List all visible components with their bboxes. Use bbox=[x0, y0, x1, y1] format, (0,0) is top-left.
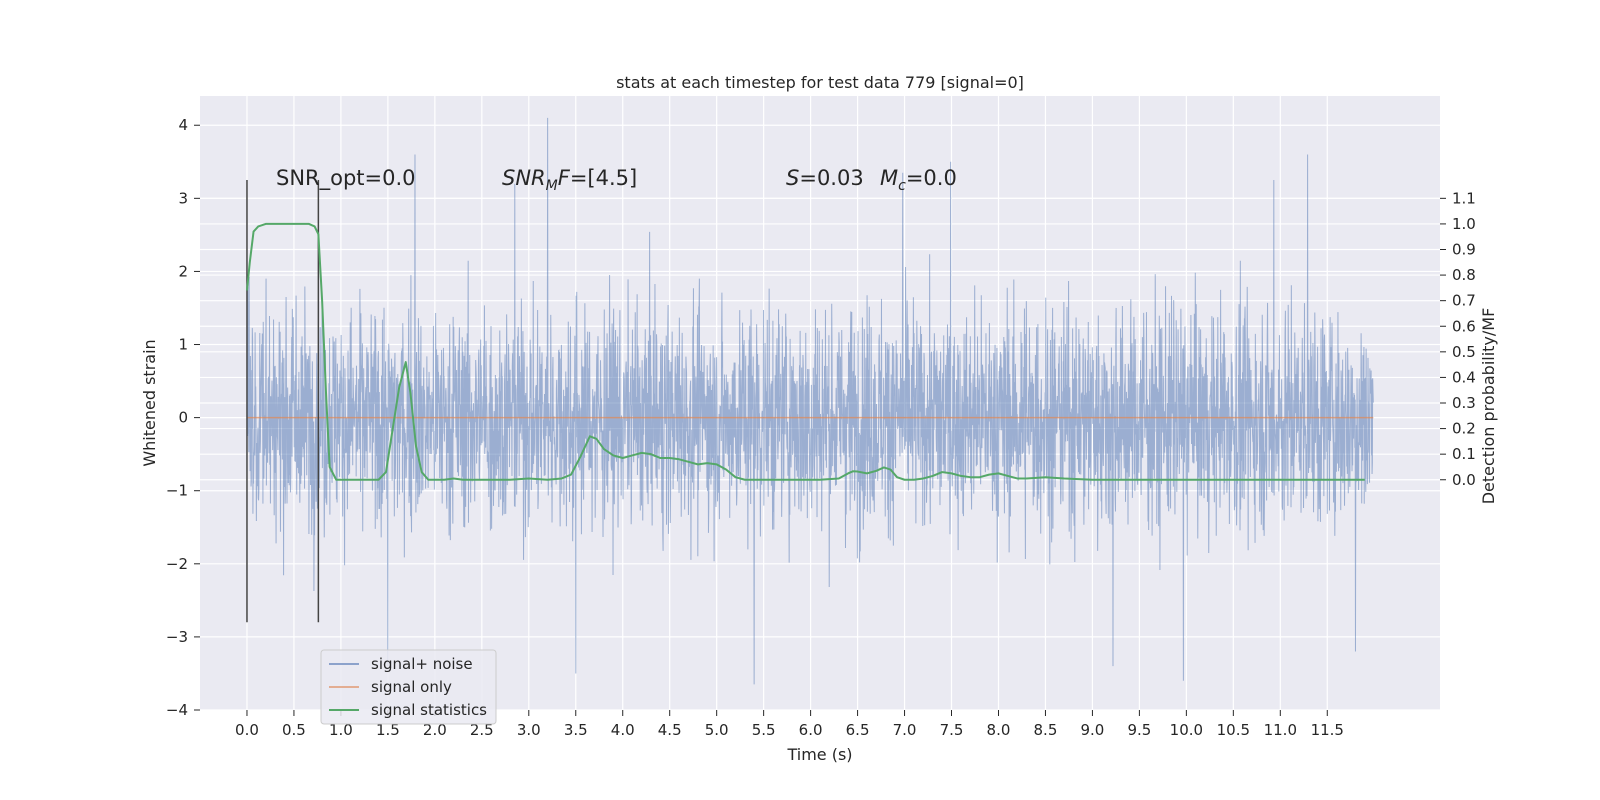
x-tick-label: 9.0 bbox=[1080, 721, 1104, 739]
x-tick-label: 0.5 bbox=[282, 721, 306, 739]
y-right-tick-label: 1.1 bbox=[1452, 189, 1476, 207]
y-left-tick-label: 4 bbox=[178, 116, 188, 134]
y-right-tick-label: 0.2 bbox=[1452, 420, 1476, 438]
y-left-tick-label: −3 bbox=[166, 628, 188, 646]
y-right-tick-label: 0.3 bbox=[1452, 394, 1476, 412]
legend-label: signal only bbox=[371, 678, 452, 696]
x-tick-label: 3.5 bbox=[564, 721, 588, 739]
y-left-tick-label: −2 bbox=[166, 555, 188, 573]
vertical-markers bbox=[246, 180, 320, 623]
x-tick-label: 4.0 bbox=[611, 721, 635, 739]
annotation-mc: Mc=0.0 bbox=[880, 166, 957, 194]
x-tick-label: 4.5 bbox=[658, 721, 682, 739]
legend-label: signal statistics bbox=[371, 701, 487, 719]
x-tick-label: 1.0 bbox=[329, 721, 353, 739]
x-tick-label: 7.5 bbox=[940, 721, 964, 739]
annotation-s: S=0.03 bbox=[786, 166, 864, 190]
annotation-snr-mf: SNRMF=[4.5] bbox=[502, 166, 637, 194]
signal-statistics-series bbox=[245, 222, 1365, 481]
y-left-tick-label: 0 bbox=[178, 409, 188, 427]
y-axis-right: 0.0 0.1 0.2 0.3 0.4 0.5 0.6 0.7 0.8 0.9 1.0 1.1 bbox=[1440, 189, 1476, 489]
x-tick-label: 3.0 bbox=[517, 721, 541, 739]
x-tick-label: 7.0 bbox=[893, 721, 917, 739]
chart-title: stats at each timestep for test data 779… bbox=[616, 73, 1024, 92]
legend-label: signal+ noise bbox=[371, 655, 473, 673]
x-tick-label: 5.0 bbox=[705, 721, 729, 739]
x-tick-label: 5.5 bbox=[752, 721, 776, 739]
x-axis: 0.0 0.5 1.0 1.5 2.0 2.5 3.0 3.5 4.0 4.5 5.0 5.5 6.0 6… bbox=[235, 710, 1344, 739]
x-tick-label: 6.5 bbox=[846, 721, 870, 739]
x-tick-label: 8.5 bbox=[1034, 721, 1058, 739]
y-right-tick-label: 0.7 bbox=[1452, 292, 1476, 310]
x-tick-label: 10.0 bbox=[1170, 721, 1203, 739]
x-tick-label: 11.5 bbox=[1311, 721, 1344, 739]
y-right-tick-label: 0.5 bbox=[1452, 343, 1476, 361]
y-left-tick-label: −4 bbox=[166, 701, 188, 719]
annotation-snr-opt: SNR_opt=0.0 bbox=[276, 166, 416, 191]
y-right-tick-label: 1.0 bbox=[1452, 215, 1476, 233]
y-axis-left-label: Whitened strain bbox=[140, 339, 159, 466]
x-tick-label: 2.5 bbox=[470, 721, 494, 739]
signal-statistics-line bbox=[245, 222, 1365, 481]
y-left-tick-label: 3 bbox=[178, 189, 188, 207]
y-axis-right-label: Detection probability/MF bbox=[1479, 308, 1498, 505]
y-axis-left: −4 −3 −2 −1 0 1 2 3 4 bbox=[166, 116, 200, 719]
y-left-tick-label: 1 bbox=[178, 336, 188, 354]
x-tick-label: 11.0 bbox=[1264, 721, 1297, 739]
signal-noise-line bbox=[246, 117, 1374, 685]
x-tick-label: 2.0 bbox=[423, 721, 447, 739]
y-right-tick-label: 0.6 bbox=[1452, 317, 1476, 335]
annotations: SNR_opt=0.0 SNRMF=[4.5] S=0.03 Mc=0.0 bbox=[276, 166, 957, 194]
signal-noise-series bbox=[246, 117, 1374, 685]
legend-box bbox=[320, 649, 497, 725]
y-right-tick-label: 0.1 bbox=[1452, 445, 1476, 463]
x-tick-label: 8.0 bbox=[987, 721, 1011, 739]
x-tick-label: 9.5 bbox=[1127, 721, 1151, 739]
x-tick-label: 1.5 bbox=[376, 721, 400, 739]
y-right-tick-label: 0.0 bbox=[1452, 471, 1476, 489]
x-tick-label: 0.0 bbox=[235, 721, 259, 739]
x-tick-label: 6.0 bbox=[799, 721, 823, 739]
y-right-tick-label: 0.9 bbox=[1452, 241, 1476, 259]
y-left-tick-label: 2 bbox=[178, 262, 188, 280]
y-right-tick-label: 0.8 bbox=[1452, 266, 1476, 284]
y-right-tick-label: 0.4 bbox=[1452, 368, 1476, 386]
x-axis-label: Time (s) bbox=[786, 745, 852, 764]
y-left-tick-label: −1 bbox=[166, 482, 188, 500]
x-tick-label: 10.5 bbox=[1217, 721, 1250, 739]
legend: signal+ noise signal only signal statistic… bbox=[320, 649, 497, 725]
